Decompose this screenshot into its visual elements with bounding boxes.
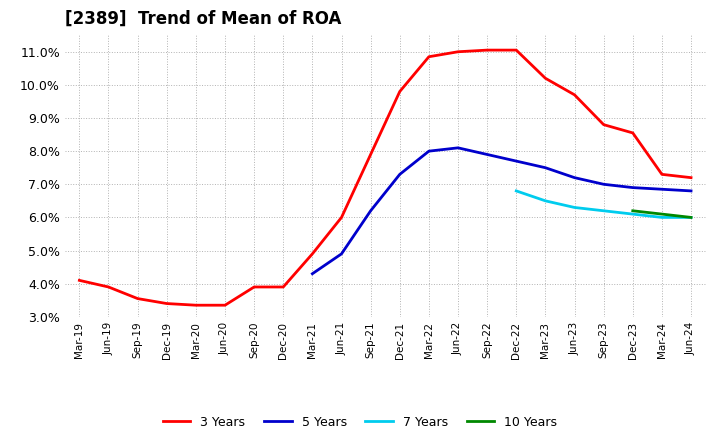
5 Years (366, 208, 375, 213)
5 Years (395, 172, 404, 177)
7 Years (512, 188, 521, 194)
Legend: 3 Years, 5 Years, 7 Years, 10 Years: 3 Years, 5 Years, 7 Years, 10 Years (158, 411, 562, 434)
7 Years (629, 212, 637, 217)
3 Years (395, 89, 404, 94)
Line: 10 Years: 10 Years (633, 211, 691, 217)
5 Years (512, 158, 521, 164)
3 Years (541, 76, 550, 81)
3 Years (687, 175, 696, 180)
7 Years (599, 208, 608, 213)
Line: 5 Years: 5 Years (312, 148, 691, 274)
5 Years (629, 185, 637, 190)
7 Years (541, 198, 550, 203)
Line: 7 Years: 7 Years (516, 191, 691, 217)
3 Years (512, 48, 521, 53)
3 Years (337, 215, 346, 220)
3 Years (220, 303, 229, 308)
Line: 3 Years: 3 Years (79, 50, 691, 305)
5 Years (454, 145, 462, 150)
Text: [2389]  Trend of Mean of ROA: [2389] Trend of Mean of ROA (65, 10, 341, 28)
3 Years (75, 278, 84, 283)
10 Years (687, 215, 696, 220)
3 Years (629, 130, 637, 136)
3 Years (454, 49, 462, 55)
3 Years (425, 54, 433, 59)
3 Years (192, 303, 200, 308)
5 Years (657, 187, 666, 192)
10 Years (657, 212, 666, 217)
3 Years (133, 296, 142, 301)
3 Years (250, 284, 258, 290)
10 Years (629, 208, 637, 213)
3 Years (570, 92, 579, 98)
7 Years (687, 215, 696, 220)
3 Years (483, 48, 492, 53)
3 Years (104, 284, 113, 290)
3 Years (657, 172, 666, 177)
5 Years (308, 271, 317, 276)
5 Years (337, 251, 346, 257)
5 Years (687, 188, 696, 194)
5 Years (599, 182, 608, 187)
3 Years (599, 122, 608, 127)
3 Years (366, 152, 375, 157)
7 Years (570, 205, 579, 210)
5 Years (541, 165, 550, 170)
3 Years (308, 251, 317, 257)
3 Years (163, 301, 171, 306)
5 Years (570, 175, 579, 180)
3 Years (279, 284, 287, 290)
7 Years (657, 215, 666, 220)
5 Years (425, 149, 433, 154)
5 Years (483, 152, 492, 157)
